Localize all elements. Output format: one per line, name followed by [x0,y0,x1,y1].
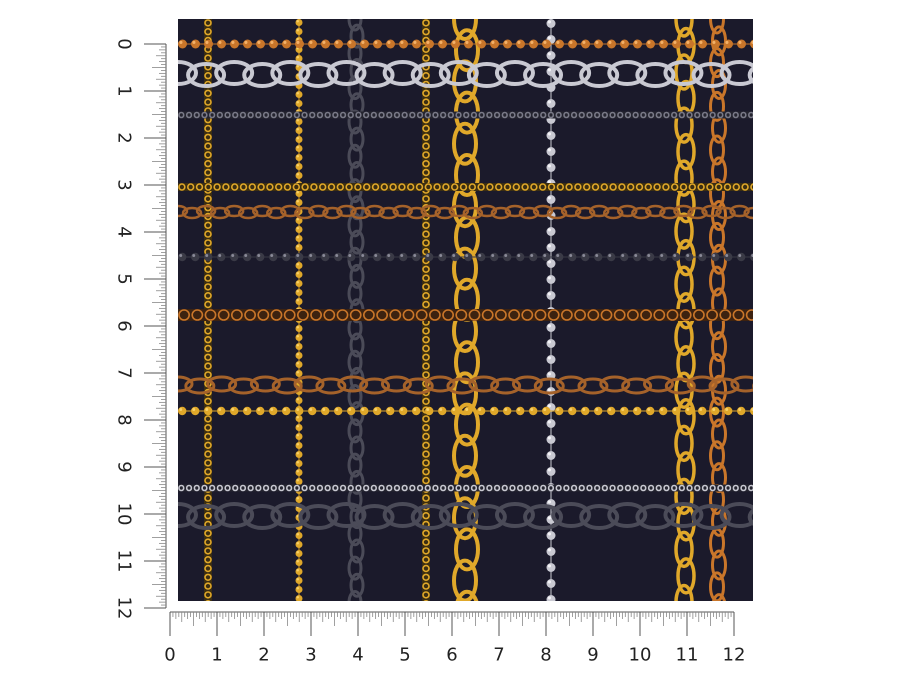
horizontal-ruler-label: 10 [629,645,652,666]
horizontal-ruler-label: 6 [446,645,457,666]
horizontal-ruler-label: 5 [399,645,410,666]
vertical-ruler-label: 11 [114,550,135,573]
horizontal-ruler-label: 7 [493,645,504,666]
vertical-ruler-label: 1 [114,85,135,96]
horizontal-ruler-label: 1 [211,645,222,666]
horizontal-chain-gold-beads [178,406,753,416]
horizontal-chain-silver-curb [178,484,753,492]
vertical-ruler-label: 8 [114,414,135,425]
horizontal-ruler-label: 0 [164,645,175,666]
horizontal-ruler-label: 12 [723,645,746,666]
horizontal-ruler-label: 4 [352,645,363,666]
horizontal-ruler-label: 9 [587,645,598,666]
chain-pattern-art [178,19,753,601]
horizontal-chain-silver-links [178,60,753,88]
horizontal-ruler-label: 8 [540,645,551,666]
chain-pattern-swatch [178,19,753,601]
horizontal-chain-black-beads [178,252,753,262]
horizontal-ruler-label: 3 [305,645,316,666]
vertical-ruler-label: 3 [114,179,135,190]
horizontal-chain-copper-curb [178,309,753,321]
vertical-ruler-label: 6 [114,320,135,331]
vertical-ruler-label: 10 [114,503,135,526]
horizontal-chain-copper-beads [178,39,753,49]
vertical-ruler-label: 5 [114,273,135,284]
horizontal-chain-gunmetal-curb [178,111,753,119]
horizontal-ruler: 0 1 2 3 4 5 6 7 8 9 10 11 12 [160,608,760,668]
vertical-ruler-label: 12 [114,597,135,620]
vertical-ruler: 0 1 2 3 4 5 6 7 8 9 10 11 12 [108,25,178,620]
horizontal-ruler-scale: 0 1 2 3 4 5 6 7 8 9 10 11 12 [164,611,746,666]
vertical-ruler-label: 7 [114,367,135,378]
horizontal-ruler-label: 11 [676,645,699,666]
vertical-ruler-label: 2 [114,132,135,143]
vertical-ruler-label: 4 [114,226,135,237]
horizontal-chain-gunmetal-links [178,502,753,530]
vertical-ruler-label: 0 [114,38,135,49]
horizontal-chain-bronze-links [178,204,753,220]
vertical-ruler-label: 9 [114,461,135,472]
horizontal-chain-gold-curb-1 [178,183,753,191]
horizontal-chain-bronze-cable [178,375,753,395]
horizontal-ruler-label: 2 [258,645,269,666]
